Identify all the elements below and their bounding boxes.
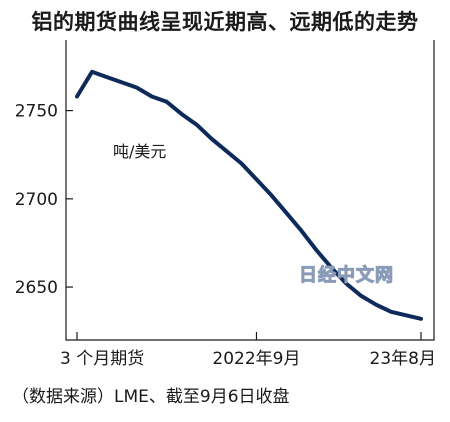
unit-label: 吨/美元 [113, 142, 166, 161]
y-axis-ticks: 2650 2700 2750 [15, 102, 73, 298]
y-tick-label: 2750 [15, 102, 58, 122]
series-layer [75, 69, 423, 321]
chart-axes [65, 40, 435, 341]
plot-frame [65, 40, 435, 341]
chart-title: 铝的期货曲线呈现近期高、远期低的走势 [31, 10, 419, 34]
source-note: （数据来源）LME、截至9月6日收盘 [12, 387, 290, 407]
y-tick-label: 2700 [15, 190, 58, 210]
price-curve-line [75, 69, 423, 321]
x-tick-label: 3 个月期货 [60, 349, 144, 369]
watermark-logo: 日经中文网 [299, 264, 394, 286]
y-tick-label: 2650 [15, 278, 58, 298]
x-tick-label: 23年8月 [370, 349, 436, 369]
x-axis-ticks: 3 个月期货 2022年9月 23年8月 [60, 332, 436, 369]
x-tick-label: 2022年9月 [212, 349, 300, 369]
